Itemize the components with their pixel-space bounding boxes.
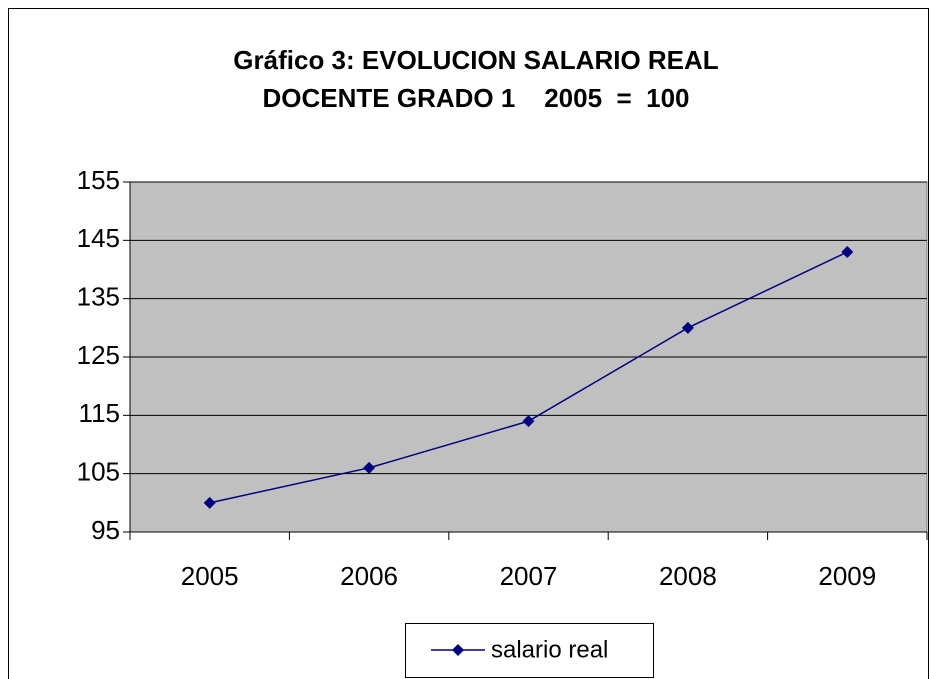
x-tick-label: 2005: [181, 561, 239, 591]
chart-title: DOCENTE GRADO 1 2005 = 100: [263, 83, 690, 113]
legend-marker: [452, 644, 464, 656]
y-tick-label: 105: [77, 457, 120, 487]
point-marker: [841, 246, 854, 258]
y-tick-label: 125: [77, 340, 120, 370]
y-tick-label: 145: [77, 223, 120, 253]
y-tick-label: 135: [77, 282, 120, 312]
point-marker: [203, 496, 216, 509]
y-tick-label: 155: [77, 165, 120, 195]
legend-label: salario real: [491, 636, 608, 663]
x-tick-label: 2006: [340, 561, 398, 591]
chart-title: Gráfico 3: EVOLUCION SALARIO REAL: [233, 45, 718, 75]
x-tick-label: 2007: [500, 561, 558, 591]
y-tick-label: 95: [91, 515, 120, 545]
point-marker: [363, 461, 376, 474]
point-marker: [681, 321, 694, 334]
x-tick-label: 2009: [818, 561, 876, 591]
x-tick-label: 2008: [659, 561, 717, 591]
point-marker: [522, 415, 535, 428]
y-tick-label: 115: [79, 398, 120, 428]
